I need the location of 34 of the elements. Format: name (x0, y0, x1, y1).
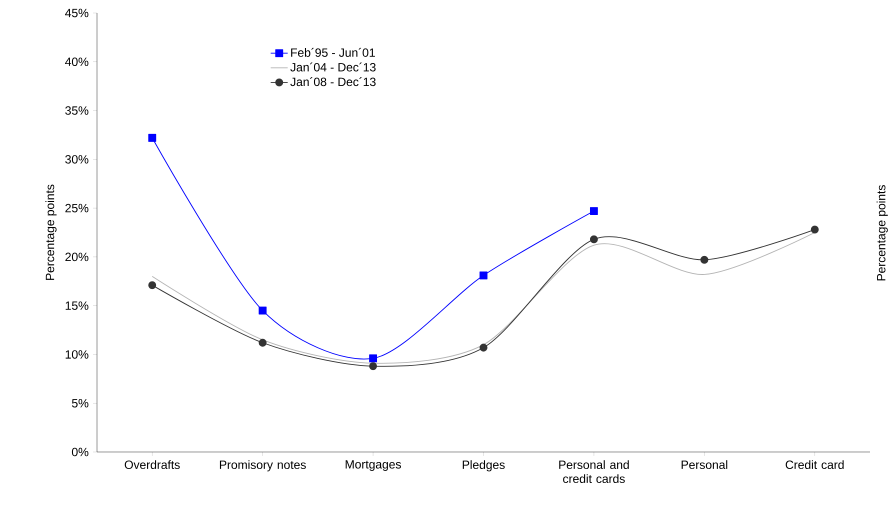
point (590, 207, 598, 215)
y-tick-label: 45% (65, 8, 88, 18)
legend-label: Jan´04 - Dec´13 (290, 62, 376, 72)
x-tick-label: Credit card (786, 460, 844, 470)
point (258, 338, 267, 347)
x-tick-label: Personal and credit cards (559, 460, 629, 484)
y-tick-label: 30% (65, 155, 88, 164)
point (480, 344, 488, 352)
point (258, 306, 267, 314)
x-tick-label: Mortgages (346, 460, 401, 471)
point (590, 235, 598, 244)
point (369, 354, 378, 362)
x-tick-label: Promisory notes (220, 460, 306, 472)
y-tick-label: 10% (66, 350, 88, 359)
x-tick-label: Personal (682, 460, 728, 470)
y-tick-label: 20% (65, 252, 88, 262)
y-tick-label: 0% (72, 448, 88, 456)
point (480, 271, 488, 280)
y-tick-label: 25% (65, 204, 88, 212)
point (148, 134, 156, 142)
x-tick-label: Pledges (462, 460, 505, 472)
point (369, 362, 378, 370)
y-tick-label: 35% (65, 106, 88, 115)
point (148, 281, 156, 290)
point (810, 226, 819, 234)
y-tick-label: 5% (72, 399, 88, 408)
legend-label: Jan´08 - Dec´13 (290, 77, 376, 86)
y-axis-title: Percentage points (45, 184, 57, 280)
y2-axis-title: Percentage points (876, 185, 888, 280)
y-tick-label: 40% (65, 58, 88, 66)
legend-label: Feb´95 - Jun´01 (291, 48, 375, 57)
y-tick-label: 15% (66, 301, 88, 310)
point (700, 256, 708, 264)
x-tick-label: Overdrafts (124, 460, 180, 470)
